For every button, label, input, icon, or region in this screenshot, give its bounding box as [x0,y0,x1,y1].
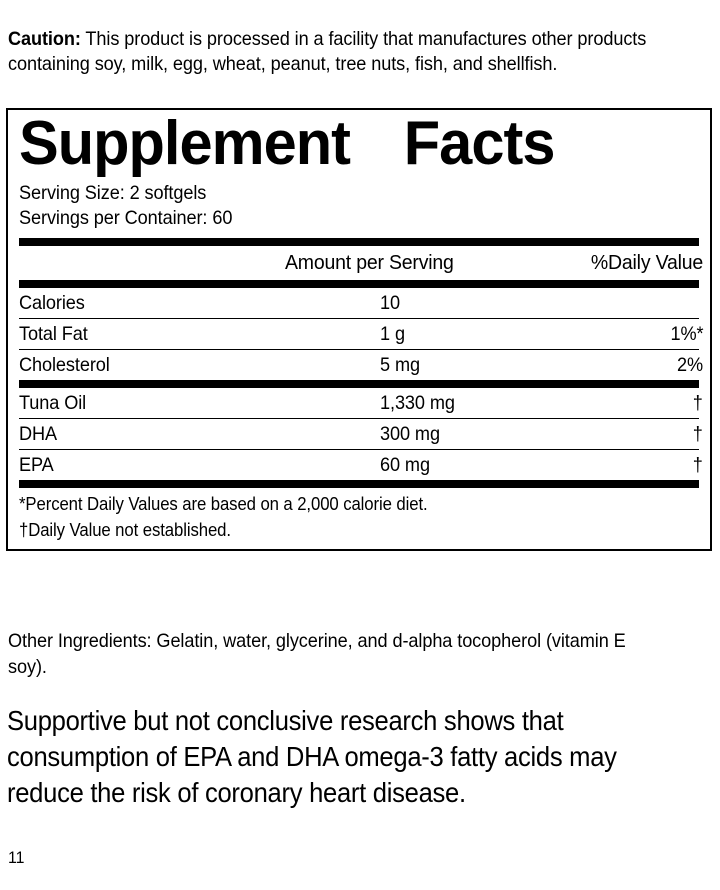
table-row: Total Fat 1 g 1%* [19,319,703,349]
title-word-supplement: Supplement [19,109,351,178]
row-amount: 5 mg [380,354,420,376]
row-amount: 300 mg [380,423,440,445]
rule-between-groups [19,380,699,388]
table-row: Calories 10 [19,288,703,318]
nutrition-rows-group-2a: Tuna Oil 1,330 mg † [19,388,703,418]
nutrition-rows-group-2c: EPA 60 mg † [19,450,703,480]
row-daily-value [551,288,703,318]
header-nutrient [19,246,285,280]
servings-per-container-line: Servings per Container: 60 [19,207,233,229]
rule-above-header [19,238,699,246]
row-daily-value: 2% [676,354,703,376]
nutrition-rows-group-1: Calories 10 [19,288,703,318]
row-amount: 10 [380,292,400,314]
nutrition-rows-group-1c: Cholesterol 5 mg 2% [19,350,703,380]
table-row: Tuna Oil 1,330 mg † [19,388,703,418]
row-divider [19,418,699,419]
caution-text: This product is processed in a facility … [8,27,647,76]
footnote-percent-daily-value: *Percent Daily Values are based on a 2,0… [19,494,428,514]
row-name: Total Fat [19,323,88,345]
footnote-daily-value-not-established: †Daily Value not established. [19,520,231,540]
page-number: 11 [8,848,25,867]
rule-below-header [19,280,699,288]
serving-info-block: Serving Size: 2 softgels Servings per Co… [19,181,699,238]
serving-size-line: Serving Size: 2 softgels [19,182,207,204]
row-daily-value: 1%* [669,323,703,345]
table-header-row: Amount per Serving %Daily Value [19,246,703,280]
row-divider [19,449,699,450]
other-ingredients-paragraph: Other Ingredients: Gelatin, water, glyce… [8,629,626,678]
row-divider [19,318,699,319]
title-word-facts: Facts [403,109,556,178]
row-name: Cholesterol [19,354,110,376]
title-gap [350,111,404,177]
table-row: EPA 60 mg † [19,450,703,480]
row-amount: 60 mg [380,454,430,476]
caution-label: Caution: [8,27,81,50]
table-row: Cholesterol 5 mg 2% [19,350,703,380]
header-daily-value: %Daily Value [551,246,703,280]
health-claim-paragraph: Supportive but not conclusive research s… [7,704,617,808]
row-amount: 1 g [380,323,405,345]
row-name: EPA [19,454,54,476]
nutrition-table: Amount per Serving %Daily Value [19,246,703,280]
row-name: Calories [19,292,85,314]
caution-paragraph: Caution: This product is processed in a … [8,27,659,78]
header-amount-text: Amount per Serving [285,251,454,274]
table-row: DHA 300 mg † [19,419,703,449]
rule-above-footnotes [19,480,699,488]
nutrition-rows-group-1b: Total Fat 1 g 1%* [19,319,703,349]
supplement-facts-title: Supplement Facts [19,111,672,177]
row-daily-value: † [693,392,703,414]
footnotes-block: *Percent Daily Values are based on a 2,0… [19,488,699,549]
row-name: Tuna Oil [19,392,87,414]
header-daily-value-text: %Daily Value [590,251,703,274]
row-daily-value: † [693,423,703,445]
row-divider [19,349,699,350]
row-name: DHA [19,423,58,445]
header-amount-per-serving: Amount per Serving [285,246,551,280]
supplement-facts-panel: Supplement Facts Serving Size: 2 softgel… [6,108,712,551]
nutrition-rows-group-2b: DHA 300 mg † [19,419,703,449]
row-amount: 1,330 mg [380,392,455,414]
row-daily-value: † [693,454,703,476]
